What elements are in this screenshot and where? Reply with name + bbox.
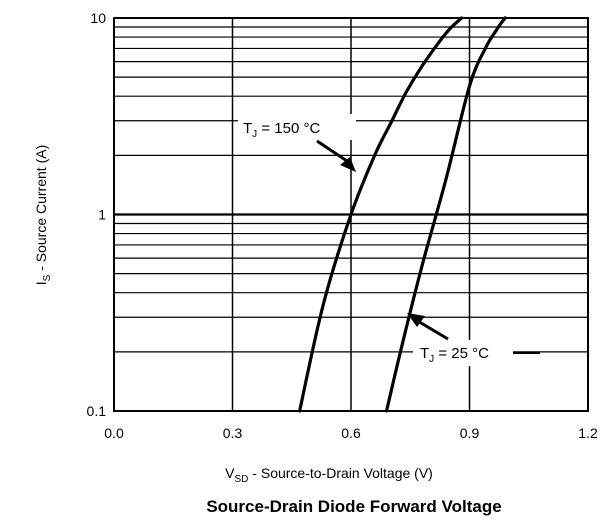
arrow-150-head (340, 157, 356, 172)
label-150-bg (238, 114, 356, 140)
label-25-bg (413, 340, 513, 366)
series-curve-0 (298, 16, 464, 413)
arrow-150-line (316, 139, 351, 165)
chart-title: Source-Drain Diode Forward Voltage (206, 497, 501, 516)
arrow-25-line (415, 318, 449, 341)
x-tick-labels: 0.0 0.3 0.6 0.9 1.2 (104, 425, 598, 441)
x-tick-label: 0.6 (341, 425, 361, 441)
plot-frame (113, 17, 589, 412)
x-axis-title: VSD - Source-to-Drain Voltage (V) (225, 465, 433, 485)
series-curve-1 (384, 16, 507, 413)
y-tick-label: 0.1 (87, 403, 107, 419)
y-tick-labels: 0.1 1 10 (87, 10, 107, 419)
series-label-150: TJ = 150 °C (243, 120, 320, 140)
y-tick-label: 10 (90, 10, 106, 26)
x-tick-label: 0.9 (460, 425, 480, 441)
x-tick-label: 0.3 (223, 425, 243, 441)
arrow-25-head (407, 313, 425, 327)
series-curves (298, 16, 507, 413)
y-tick-label: 1 (98, 207, 106, 223)
x-tick-label: 1.2 (578, 425, 598, 441)
x-tick-label: 0.0 (104, 425, 124, 441)
y-axis-title: IS - Source Current (A) (33, 145, 53, 286)
series-label-25: TJ = 25 °C (420, 345, 489, 365)
